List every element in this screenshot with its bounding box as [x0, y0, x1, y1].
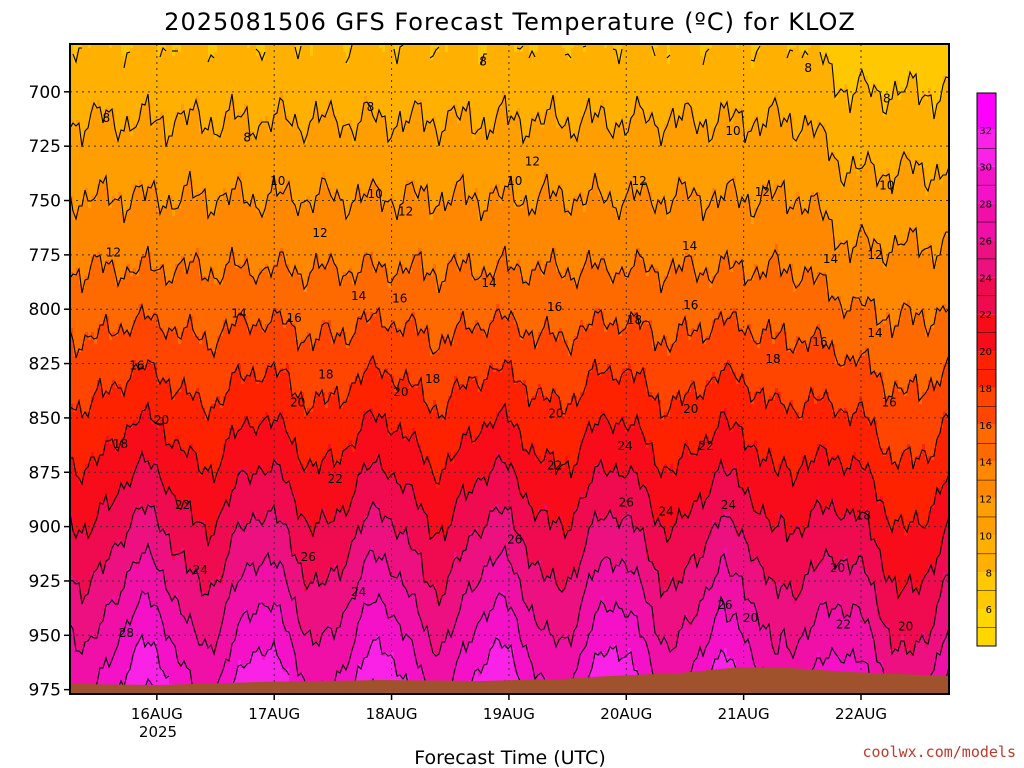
forecast-chart: 2025081506 GFS Forecast Temperature (ºC)…: [0, 0, 1024, 768]
temperature-bands: [70, 44, 950, 697]
chart-title: 2025081506 GFS Forecast Temperature (ºC)…: [164, 8, 856, 36]
